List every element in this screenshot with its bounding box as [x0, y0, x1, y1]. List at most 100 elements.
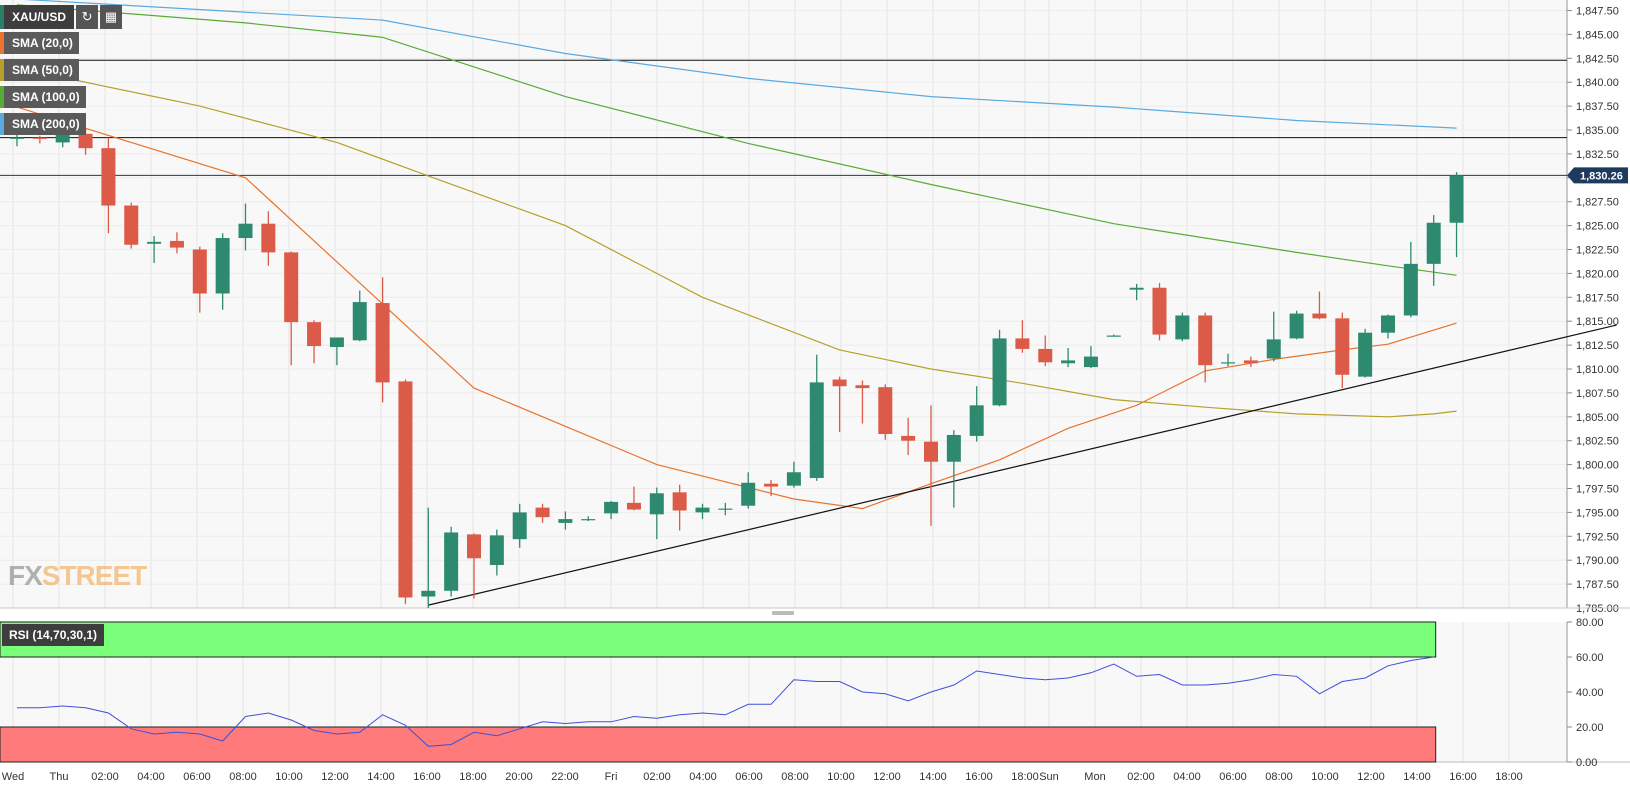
x-tick-label: 20:00 [505, 771, 533, 783]
x-tick-label: 02:00 [91, 771, 119, 783]
candle-body [1129, 287, 1144, 290]
y-tick-label: 1,812.50 [1576, 340, 1619, 352]
candle-body [329, 337, 344, 348]
x-tick-label: 08:00 [1265, 771, 1293, 783]
legend-label: SMA (200,0) [12, 117, 80, 131]
legend-label: SMA (20,0) [12, 36, 73, 50]
y-tick-label: 1,815.00 [1576, 316, 1619, 328]
candle-body [741, 482, 756, 506]
rsi-tick-label: 40.00 [1576, 687, 1604, 699]
support-trendline [428, 324, 1617, 606]
candle-body [901, 435, 916, 441]
sma-line [16, 4, 1457, 276]
y-tick-label: 1,805.00 [1576, 412, 1619, 424]
candle-body [352, 302, 367, 341]
sma-line [16, 106, 1457, 510]
candle-body [672, 492, 687, 511]
x-tick-label: 06:00 [183, 771, 211, 783]
candle-body [946, 434, 961, 462]
x-tick-label: 08:00 [229, 771, 257, 783]
candle-body [558, 519, 573, 523]
candle-body [1335, 318, 1350, 375]
x-tick-label: 12:00 [873, 771, 901, 783]
candle-body [604, 501, 619, 514]
x-tick-label: 08:00 [781, 771, 809, 783]
legend-sma-200[interactable]: SMA (200,0) [0, 113, 86, 135]
x-tick-label: 14:00 [919, 771, 947, 783]
candle-body [192, 249, 207, 294]
candle-body [512, 512, 527, 540]
candle-body [238, 223, 253, 239]
rsi-line [17, 656, 1434, 747]
candle-body [10, 137, 24, 139]
legend-label: SMA (50,0) [12, 63, 73, 77]
x-tick-label: 14:00 [1403, 771, 1431, 783]
candle-body [1106, 335, 1121, 337]
rsi-tick-label: 20.00 [1576, 722, 1604, 734]
rsi-label[interactable]: RSI (14,70,30,1) [2, 624, 105, 646]
candle-body [444, 532, 459, 591]
x-tick-label: 10:00 [827, 771, 855, 783]
symbol-toolbar: XAU/USD ↻ ▦ [0, 5, 123, 29]
candle-body [1038, 348, 1053, 363]
candle-body [1312, 313, 1327, 319]
rsi-tick-label: 0.00 [1576, 757, 1597, 769]
refresh-icon[interactable]: ↻ [76, 5, 99, 29]
x-tick-label: 04:00 [1173, 771, 1201, 783]
legend-sma-50[interactable]: SMA (50,0) [0, 59, 79, 81]
pane-resize-handle [772, 611, 794, 615]
y-tick-label: 1,787.50 [1576, 579, 1619, 591]
y-tick-label: 1,817.50 [1576, 292, 1619, 304]
current-price-tag: 1,830.26 [1567, 167, 1628, 184]
candle-body [55, 133, 70, 143]
candle-body [1266, 339, 1281, 359]
rsi-tick-label: 80.00 [1576, 617, 1604, 629]
y-tick-label: 1,800.00 [1576, 460, 1619, 472]
candle-body [169, 240, 184, 248]
x-tick-label: 02:00 [643, 771, 671, 783]
candle-body [1426, 222, 1441, 264]
main-plot-background [0, 0, 1567, 608]
candle-body [832, 379, 847, 387]
x-tick-label: 10:00 [1311, 771, 1339, 783]
sma-line [16, 67, 1457, 418]
candle-body [1198, 315, 1213, 366]
y-tick-label: 1,822.50 [1576, 245, 1619, 257]
x-tick-label: Thu [50, 771, 69, 783]
x-tick-label: 12:00 [1357, 771, 1385, 783]
y-tick-label: 1,845.00 [1576, 29, 1619, 41]
candle-body [421, 590, 436, 597]
candle-body [1015, 338, 1030, 349]
symbol-label: XAU/USD [0, 5, 75, 29]
candle-body [969, 405, 984, 436]
candle-body [1243, 360, 1258, 364]
x-tick-label: 06:00 [735, 771, 763, 783]
candle-body [1221, 362, 1236, 364]
candle-body [467, 534, 481, 559]
rsi-tick-label: 60.00 [1576, 652, 1604, 664]
candle-body [375, 303, 390, 383]
legend-sma-20[interactable]: SMA (20,0) [0, 32, 79, 54]
y-tick-label: 1,827.50 [1576, 197, 1619, 209]
y-tick-label: 1,810.00 [1576, 364, 1619, 376]
candle-body [261, 223, 276, 253]
y-tick-label: 1,820.00 [1576, 268, 1619, 280]
legend-sma-100[interactable]: SMA (100,0) [0, 86, 86, 108]
x-tick-label: 22:00 [551, 771, 579, 783]
candle-body [535, 507, 550, 518]
calendar-icon[interactable]: ▦ [100, 5, 123, 29]
candle-body [489, 535, 504, 565]
sma-line [23, 0, 1457, 129]
current-price-label: 1,830.26 [1580, 170, 1623, 182]
candle-body [924, 441, 938, 462]
candle-body [992, 338, 1007, 406]
candle-body [1152, 287, 1167, 335]
y-tick-label: 1,795.00 [1576, 507, 1619, 519]
rsi-oversold-zone [0, 726, 1437, 763]
x-tick-label: 06:00 [1219, 771, 1247, 783]
x-tick-label: Sun [1039, 771, 1059, 783]
fxstreet-watermark: FXSTREET [8, 560, 147, 591]
candle-body [124, 205, 139, 245]
